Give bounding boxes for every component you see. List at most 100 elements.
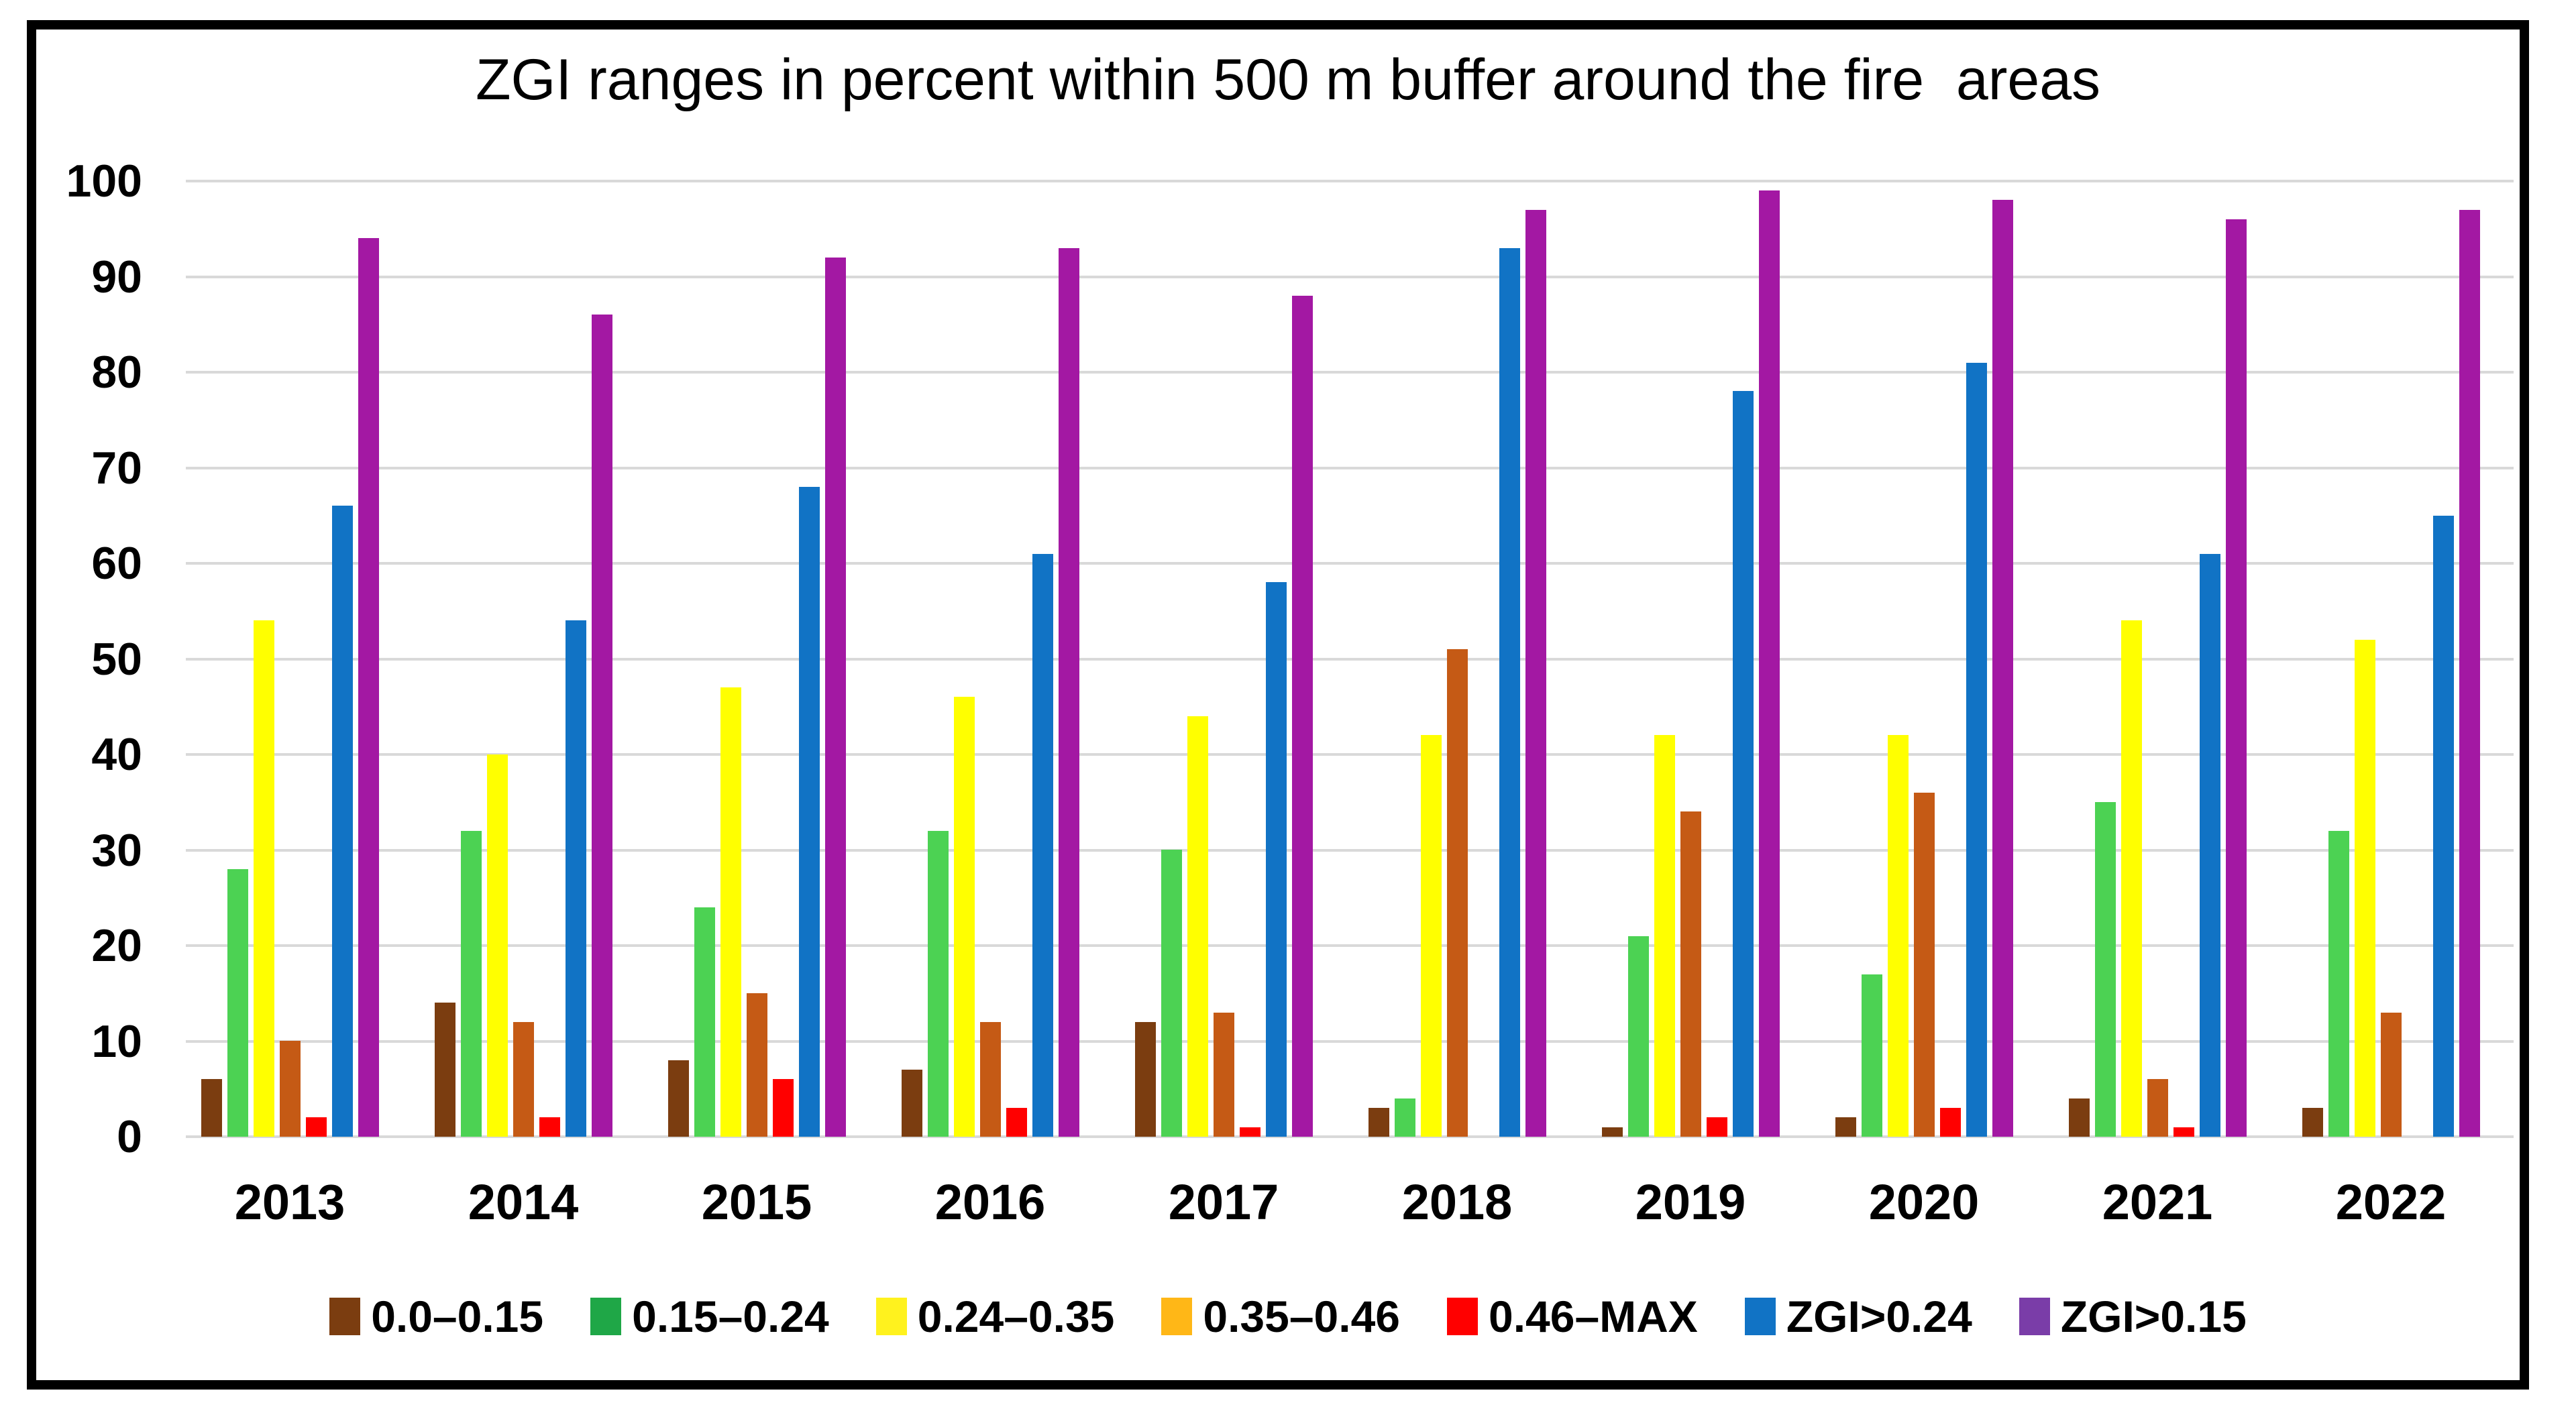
bar-0.24–0.35-2021 [2121, 620, 2142, 1137]
legend-swatch [1161, 1298, 1193, 1335]
bar-0.35–0.46-2017 [1214, 1013, 1234, 1137]
x-tick-label: 2022 [2335, 1174, 2447, 1230]
legend-label: 0.15–0.24 [632, 1292, 829, 1341]
x-tick-label: 2015 [701, 1174, 812, 1230]
bar-0.24–0.35-2013 [254, 620, 274, 1137]
y-tick-label: 10 [91, 1015, 142, 1067]
legend-item: 0.35–0.46 [1161, 1291, 1400, 1342]
bar-0.0–0.15-2016 [902, 1070, 922, 1137]
bar-0.35–0.46-2015 [747, 993, 767, 1137]
legend-label: 0.0–0.15 [371, 1292, 544, 1341]
x-tick-label: 2021 [2102, 1174, 2213, 1230]
bar-ZGI>0.24-2016 [1032, 554, 1053, 1137]
bar-0.15–0.24-2018 [1395, 1098, 1415, 1137]
bar-0.35–0.46-2019 [1680, 811, 1701, 1137]
y-tick-label: 70 [91, 442, 142, 494]
legend-item: 0.0–0.15 [329, 1291, 543, 1342]
bar-group-2015 [668, 181, 846, 1137]
gridline [186, 848, 2514, 852]
bar-0.35–0.46-2022 [2381, 1013, 2402, 1137]
bar-0.46–MAX-2016 [1006, 1108, 1027, 1137]
gridline [186, 180, 2514, 182]
y-tick-label: 0 [117, 1111, 142, 1162]
bar-ZGI>0.15-2017 [1292, 296, 1313, 1137]
y-tick-label: 30 [91, 824, 142, 876]
bar-ZGI>0.24-2019 [1733, 391, 1754, 1137]
legend-swatch [1744, 1298, 1776, 1335]
bar-0.35–0.46-2013 [280, 1041, 301, 1137]
bar-0.15–0.24-2013 [227, 869, 248, 1137]
bar-group-2013 [201, 181, 379, 1137]
legend-item: 0.46–MAX [1446, 1291, 1698, 1342]
bar-ZGI>0.15-2020 [1992, 200, 2013, 1137]
legend-swatch [329, 1298, 361, 1335]
x-tick-label: 2018 [1401, 1174, 1513, 1230]
bar-0.35–0.46-2021 [2147, 1079, 2168, 1137]
y-tick-label: 50 [91, 633, 142, 685]
bar-0.15–0.24-2015 [694, 907, 715, 1137]
bar-0.24–0.35-2020 [1888, 735, 1909, 1137]
bar-ZGI>0.15-2021 [2226, 219, 2247, 1137]
bar-ZGI>0.15-2018 [1525, 210, 1546, 1137]
bar-0.15–0.24-2016 [928, 831, 949, 1137]
x-tick-label: 2014 [468, 1174, 579, 1230]
legend-label: ZGI>0.15 [2060, 1292, 2247, 1341]
x-axis: 2013 2014 2015 2016 2017 2018 2019 2020 2021 2022 [186, 1174, 2514, 1241]
legend-swatch [1446, 1298, 1478, 1335]
legend-item: ZGI>0.15 [2019, 1291, 2247, 1342]
bar-group-2016 [902, 181, 1079, 1137]
bar-group-2020 [1835, 181, 2013, 1137]
bar-0.15–0.24-2017 [1161, 850, 1182, 1137]
legend-label: 0.46–MAX [1488, 1292, 1698, 1341]
x-tick-label: 2013 [234, 1174, 345, 1230]
bar-ZGI>0.15-2015 [825, 258, 846, 1137]
bar-0.46–MAX-2019 [1707, 1117, 1727, 1137]
bar-ZGI>0.15-2014 [592, 315, 612, 1137]
bar-0.0–0.15-2014 [435, 1003, 455, 1137]
bar-0.46–MAX-2013 [306, 1117, 327, 1137]
bar-group-2019 [1602, 181, 1780, 1137]
bar-0.24–0.35-2019 [1654, 735, 1675, 1137]
gridline [186, 371, 2514, 374]
bar-0.46–MAX-2015 [773, 1079, 794, 1137]
bar-0.46–MAX-2014 [539, 1117, 560, 1137]
bar-0.0–0.15-2018 [1368, 1108, 1389, 1137]
bar-0.35–0.46-2014 [513, 1022, 534, 1137]
x-tick-label: 2017 [1168, 1174, 1279, 1230]
bar-0.0–0.15-2015 [668, 1060, 689, 1137]
bar-ZGI>0.24-2017 [1266, 582, 1287, 1137]
gridline [186, 562, 2514, 565]
bar-0.24–0.35-2015 [720, 687, 741, 1137]
plot-area [186, 180, 2514, 1138]
bar-0.0–0.15-2019 [1602, 1127, 1623, 1137]
bar-ZGI>0.24-2013 [332, 506, 353, 1137]
legend-swatch [590, 1298, 622, 1335]
bar-0.0–0.15-2013 [201, 1079, 222, 1137]
bar-0.35–0.46-2016 [980, 1022, 1001, 1137]
bar-0.24–0.35-2014 [487, 754, 508, 1137]
bar-0.0–0.15-2020 [1835, 1117, 1856, 1137]
bar-ZGI>0.24-2014 [566, 620, 586, 1137]
bar-group-2018 [1368, 181, 1546, 1137]
legend-item: 0.24–0.35 [875, 1291, 1114, 1342]
y-tick-label: 40 [91, 729, 142, 780]
bar-0.15–0.24-2022 [2328, 831, 2349, 1137]
gridline [186, 275, 2514, 278]
x-tick-label: 2016 [934, 1174, 1046, 1230]
bar-ZGI>0.24-2018 [1499, 248, 1520, 1137]
x-tick-label: 2020 [1868, 1174, 1980, 1230]
gridline [186, 1039, 2514, 1043]
bar-0.15–0.24-2014 [461, 831, 482, 1137]
legend: 0.0–0.15 0.15–0.24 0.24–0.35 0.35–0.46 0.46–… [60, 1291, 2516, 1342]
bar-0.24–0.35-2017 [1187, 716, 1208, 1137]
legend-label: 0.35–0.46 [1203, 1292, 1400, 1341]
bar-0.46–MAX-2020 [1940, 1108, 1961, 1137]
legend-swatch [875, 1298, 907, 1335]
gridline [186, 944, 2514, 947]
gridline [186, 657, 2514, 661]
gridline [186, 466, 2514, 469]
bar-0.24–0.35-2018 [1421, 735, 1442, 1137]
bar-0.46–MAX-2021 [2174, 1127, 2194, 1137]
bar-group-2022 [2302, 181, 2480, 1137]
legend-item: 0.15–0.24 [590, 1291, 829, 1342]
